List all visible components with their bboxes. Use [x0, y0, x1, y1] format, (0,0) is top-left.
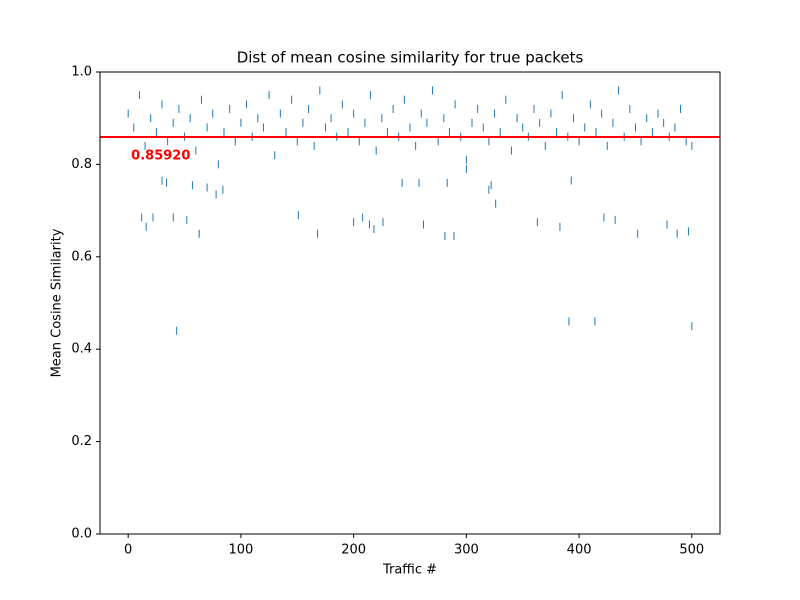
- y-tick-label: 0.6: [71, 249, 92, 264]
- y-tick-label: 0.0: [71, 527, 92, 542]
- threshold-label: 0.85920: [131, 149, 190, 164]
- x-tick-label: 400: [567, 543, 592, 558]
- x-tick-label: 0: [124, 543, 132, 558]
- y-tick-label: 1.0: [71, 65, 92, 80]
- y-tick-label: 0.4: [71, 342, 92, 357]
- y-axis-label: Mean Cosine Similarity: [50, 228, 65, 377]
- y-tick-label: 0.8: [71, 157, 92, 172]
- x-tick-label: 200: [341, 543, 366, 558]
- x-tick-label: 300: [454, 543, 479, 558]
- x-tick-label: 500: [679, 543, 704, 558]
- y-tick-label: 0.2: [71, 434, 92, 449]
- x-axis-label: Traffic #: [382, 563, 437, 578]
- chart-title: Dist of mean cosine similarity for true …: [237, 49, 584, 67]
- x-tick-label: 100: [228, 543, 253, 558]
- plot-frame: [99, 71, 721, 535]
